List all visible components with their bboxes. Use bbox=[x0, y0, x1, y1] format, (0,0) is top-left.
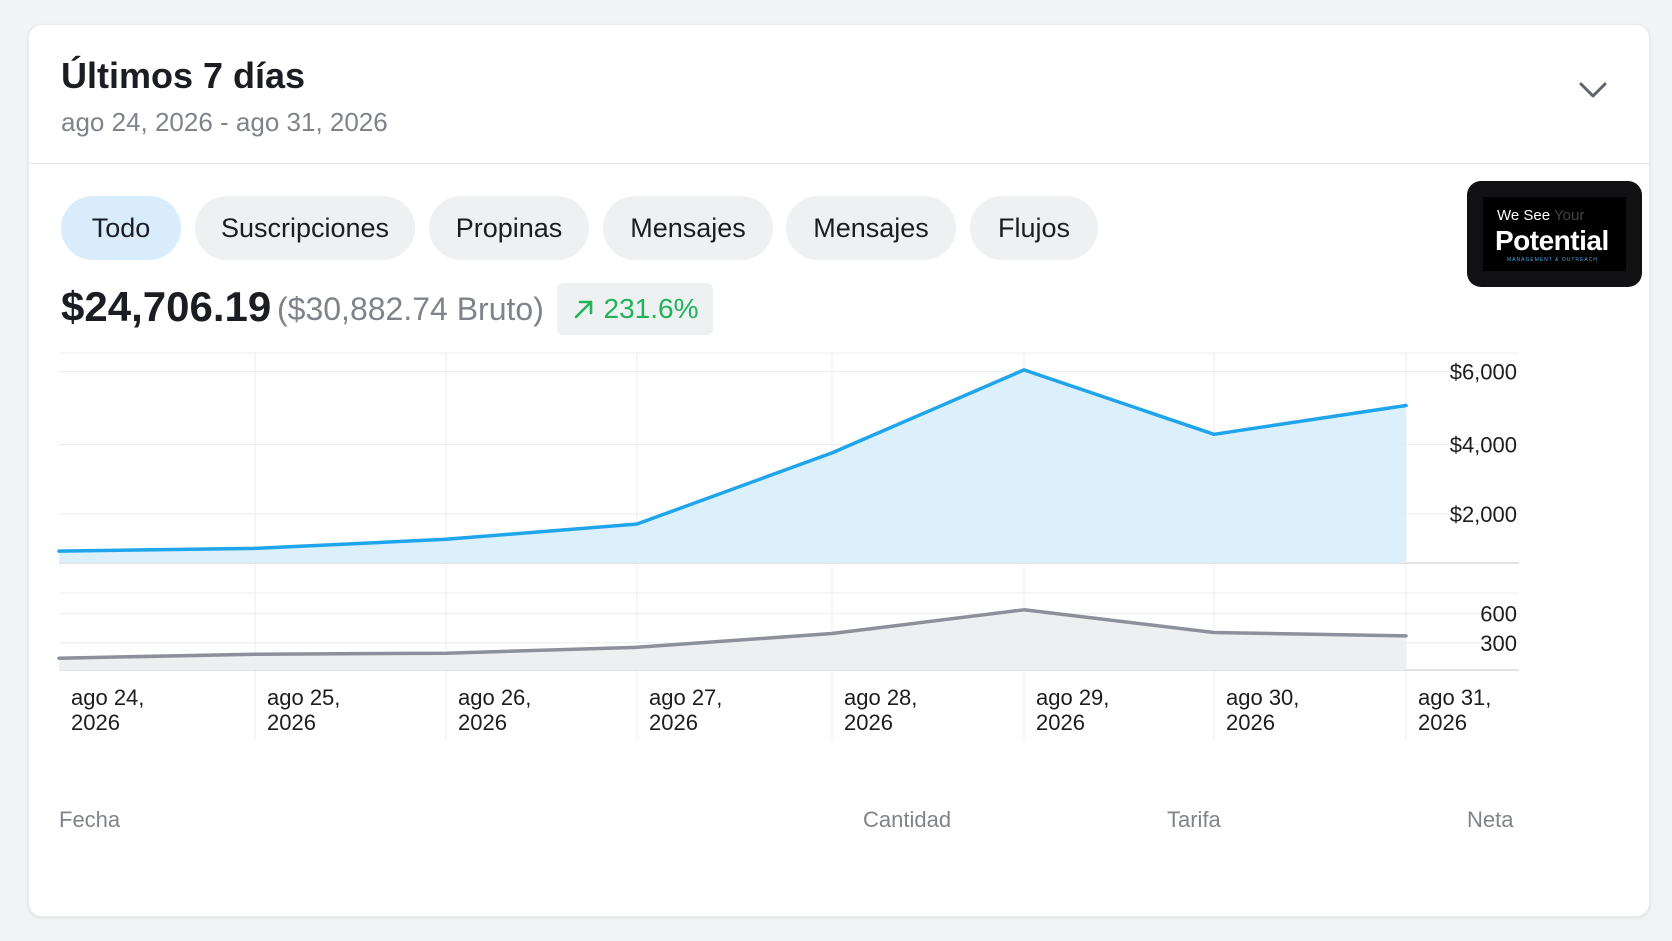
count-line bbox=[57, 608, 1408, 660]
x-tick-label: ago 28, bbox=[844, 685, 917, 710]
x-tick-label-year: 2026 bbox=[844, 710, 893, 735]
gross-amount: ($30,882.74 Bruto) bbox=[277, 291, 544, 327]
x-tick-label-year: 2026 bbox=[649, 710, 698, 735]
x-tick-label-year: 2026 bbox=[1036, 710, 1085, 735]
x-tick-label: ago 26, bbox=[458, 685, 531, 710]
earnings-card: Últimos 7 días ago 24, 2026 - ago 31, 20… bbox=[28, 24, 1650, 917]
arrow-up-right-icon bbox=[574, 300, 592, 319]
count-y-tick-label: 300 bbox=[1480, 631, 1517, 656]
x-tick-label-year: 2026 bbox=[71, 710, 120, 735]
x-tick-label-year: 2026 bbox=[267, 710, 316, 735]
x-tick-label-year: 2026 bbox=[1418, 710, 1467, 735]
net-amount: $24,706.19 bbox=[61, 283, 272, 330]
revenue-y-tick-label: $6,000 bbox=[1450, 360, 1517, 385]
column-header-cantidad[interactable]: Cantidad bbox=[863, 807, 952, 832]
tab-todo[interactable]: Todo bbox=[61, 196, 181, 260]
column-header-tarifa[interactable]: Tarifa bbox=[1167, 807, 1221, 832]
x-tick-label: ago 30, bbox=[1226, 685, 1299, 710]
tab-propinas[interactable]: Propinas bbox=[429, 196, 589, 260]
brand-logo: We See Your Potential MANAGEMENT & OUTRE… bbox=[1467, 181, 1642, 287]
column-header-neta[interactable]: Neta bbox=[1467, 807, 1514, 832]
x-tick-label: ago 31, bbox=[1418, 685, 1491, 710]
x-tick-label: ago 27, bbox=[649, 685, 722, 710]
chevron-down-icon[interactable] bbox=[1573, 70, 1613, 110]
count-y-tick-label: 600 bbox=[1480, 602, 1517, 627]
x-tick-label-year: 2026 bbox=[458, 710, 507, 735]
x-tick-label: ago 29, bbox=[1036, 685, 1109, 710]
header-divider bbox=[29, 163, 1649, 164]
revenue-y-tick-label: $4,000 bbox=[1450, 432, 1517, 457]
revenue-area bbox=[59, 369, 1406, 563]
card-header[interactable]: Últimos 7 días ago 24, 2026 - ago 31, 20… bbox=[29, 25, 1649, 163]
revenue-y-tick-label: $2,000 bbox=[1450, 502, 1517, 527]
period-title: Últimos 7 días bbox=[61, 55, 306, 96]
change-badge: 231.6% bbox=[557, 283, 713, 335]
tab-mensajes-2[interactable]: Mensajes bbox=[786, 196, 956, 260]
column-header-fecha[interactable]: Fecha bbox=[59, 807, 121, 832]
tab-suscripciones[interactable]: Suscripciones bbox=[195, 196, 415, 260]
tab-flujos[interactable]: Flujos bbox=[970, 196, 1098, 260]
x-tick-label-year: 2026 bbox=[1226, 710, 1275, 735]
tab-mensajes[interactable]: Mensajes bbox=[603, 196, 773, 260]
revenue-line bbox=[57, 368, 1408, 553]
x-tick-label: ago 25, bbox=[267, 685, 340, 710]
x-tick-label: ago 24, bbox=[71, 685, 144, 710]
date-range: ago 24, 2026 - ago 31, 2026 bbox=[61, 107, 388, 137]
